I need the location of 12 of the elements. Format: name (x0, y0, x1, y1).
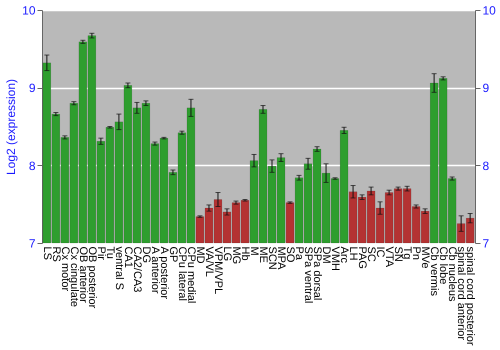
y-tick-label: 8 (28, 158, 36, 173)
y-axis-title: Log2 (expression) (4, 78, 18, 176)
x-tick-label: LS (40, 246, 53, 260)
y2-tick-label: 10 (482, 4, 496, 18)
x-tick-label: SPa ventral (302, 246, 314, 304)
y-tick-label: 7 (28, 236, 36, 250)
y2-tick-label: 9 (482, 81, 490, 96)
y-tick-label: 9 (28, 81, 36, 96)
y2-tick-label: 7 (482, 236, 490, 250)
y-tick-label: 10 (22, 4, 36, 18)
x-tick-label: SO (284, 246, 296, 263)
y2-tick-label: 8 (482, 158, 490, 173)
